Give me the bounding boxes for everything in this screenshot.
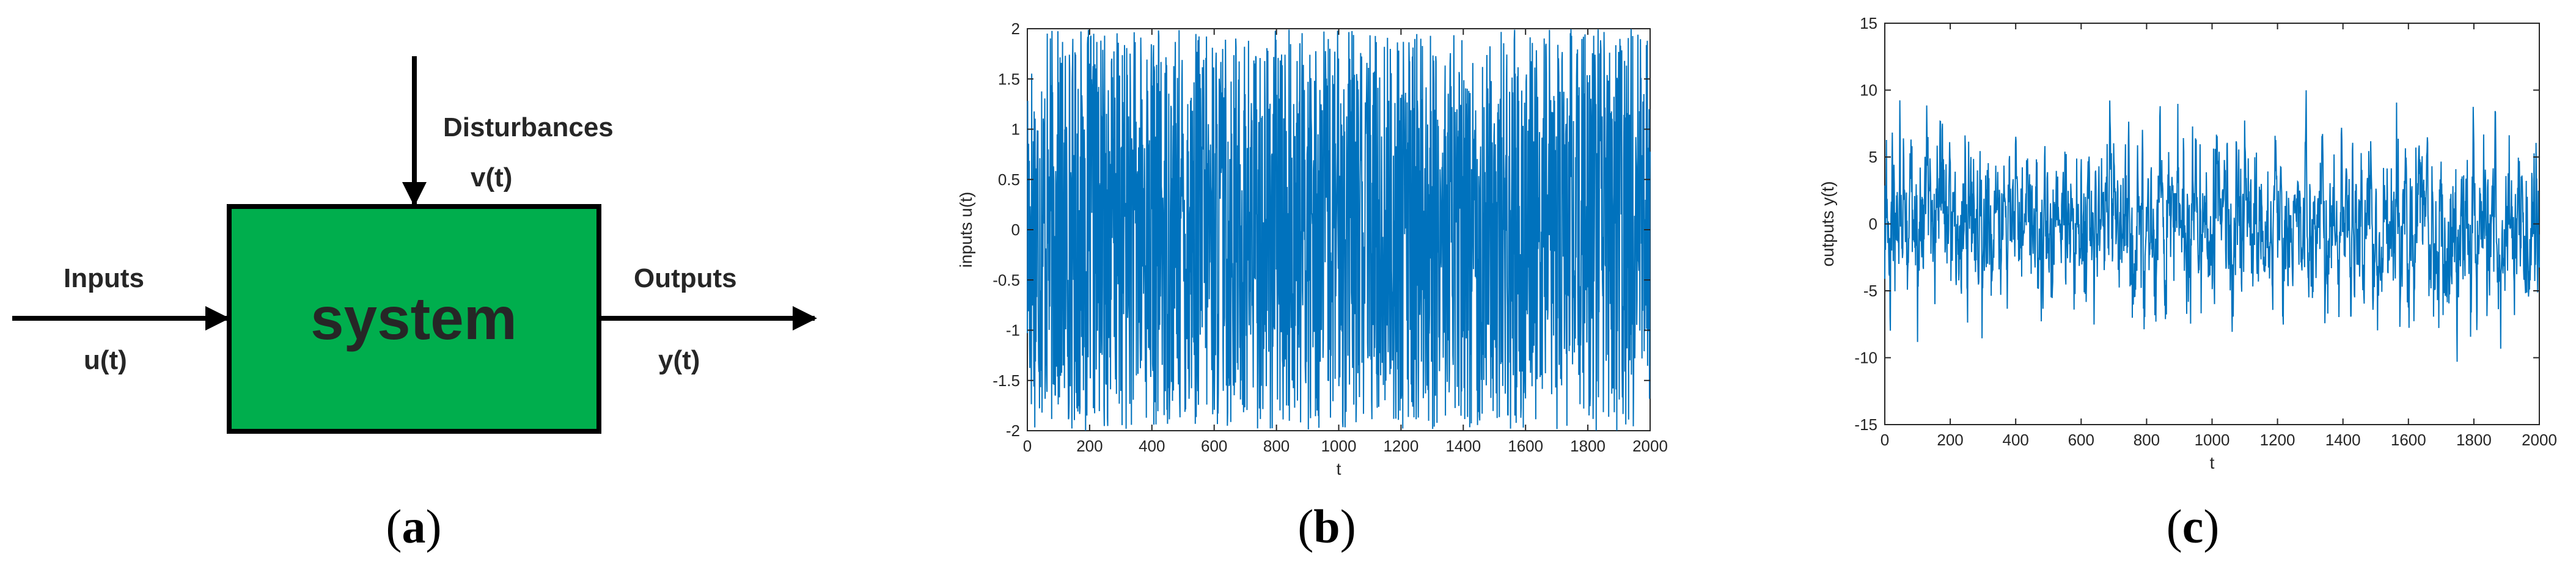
x-tick-label: 400 — [1139, 437, 1165, 455]
x-tick-label: 200 — [1076, 437, 1103, 455]
y-tick-label: 0 — [1869, 215, 1877, 233]
x-tick-label: 1400 — [1445, 437, 1481, 455]
series-line-0 — [1027, 29, 1651, 431]
y-tick-label: -15 — [1854, 415, 1877, 434]
y-tick-label: 2 — [1011, 20, 1020, 38]
x-tick-label: 800 — [1263, 437, 1290, 455]
y-tick-label: 1.5 — [998, 70, 1020, 88]
panel-tag-a: (a) — [386, 500, 442, 553]
inputs-signal: u(t) — [84, 345, 127, 375]
x-tick-label: 1400 — [2325, 431, 2361, 449]
y-tick-label: 5 — [1869, 148, 1877, 166]
y-tick-label: 10 — [1860, 81, 1877, 100]
x-tick-label: 1800 — [2456, 431, 2492, 449]
panel-tag-c: (c) — [2167, 500, 2220, 553]
x-tick-label: 1200 — [2260, 431, 2295, 449]
x-tick-label: 0 — [1881, 431, 1889, 449]
y-tick-label: -5 — [1863, 282, 1877, 300]
x-axis-label: t — [1337, 459, 1341, 478]
x-tick-label: 600 — [2068, 431, 2094, 449]
disturbances-label: Disturbances — [443, 112, 614, 142]
y-tick-label: -2 — [1006, 422, 1020, 440]
x-tick-label: 2000 — [1632, 437, 1668, 455]
y-tick-label: -10 — [1854, 349, 1877, 367]
x-tick-label: 800 — [2134, 431, 2160, 449]
x-tick-label: 1200 — [1383, 437, 1418, 455]
x-tick-label: 1600 — [2391, 431, 2426, 449]
x-tick-label: 1000 — [2195, 431, 2230, 449]
y-tick-label: 15 — [1860, 14, 1877, 32]
x-tick-label: 0 — [1023, 437, 1032, 455]
chart-outputs: 0 200 400 600 800 1000 1200 1400 1600 1800 2000 -15… — [1818, 14, 2557, 472]
panel-tag-b: (b) — [1297, 500, 1356, 553]
y-tick-label: -1 — [1006, 321, 1020, 340]
outputs-signal: y(t) — [658, 345, 700, 375]
x-tick-label: 600 — [1201, 437, 1227, 455]
y-tick-label: -0.5 — [993, 271, 1020, 289]
x-tick-label: 1600 — [1508, 437, 1543, 455]
block-diagram: system Inputs u(t) Outputs y(t) Disturba… — [12, 56, 817, 434]
chart-inputs: 0 200 400 600 800 1000 1200 1400 1600 1800 2000 -2 -… — [956, 20, 1668, 478]
x-axis-label: t — [2210, 453, 2215, 472]
y-tick-label: -1.5 — [993, 371, 1020, 390]
system-label: system — [310, 285, 517, 352]
y-tick-label: 0 — [1011, 221, 1020, 239]
y-tick-label: 0.5 — [998, 170, 1020, 189]
outputs-label: Outputs — [634, 263, 737, 293]
y-tick-label: 1 — [1011, 120, 1020, 139]
x-tick-label: 2000 — [2522, 431, 2557, 449]
system-block — [227, 204, 601, 434]
inputs-label: Inputs — [64, 263, 144, 293]
x-tick-label: 200 — [1937, 431, 1963, 449]
x-tick-label: 1800 — [1570, 437, 1605, 455]
series-line-0 — [1884, 90, 2540, 362]
x-tick-label: 400 — [2003, 431, 2029, 449]
y-axis-label: outputs y(t) — [1818, 181, 1837, 266]
x-tick-label: 1000 — [1321, 437, 1357, 455]
disturbances-signal: v(t) — [471, 163, 512, 192]
y-axis-label: inputs u(t) — [956, 192, 975, 268]
